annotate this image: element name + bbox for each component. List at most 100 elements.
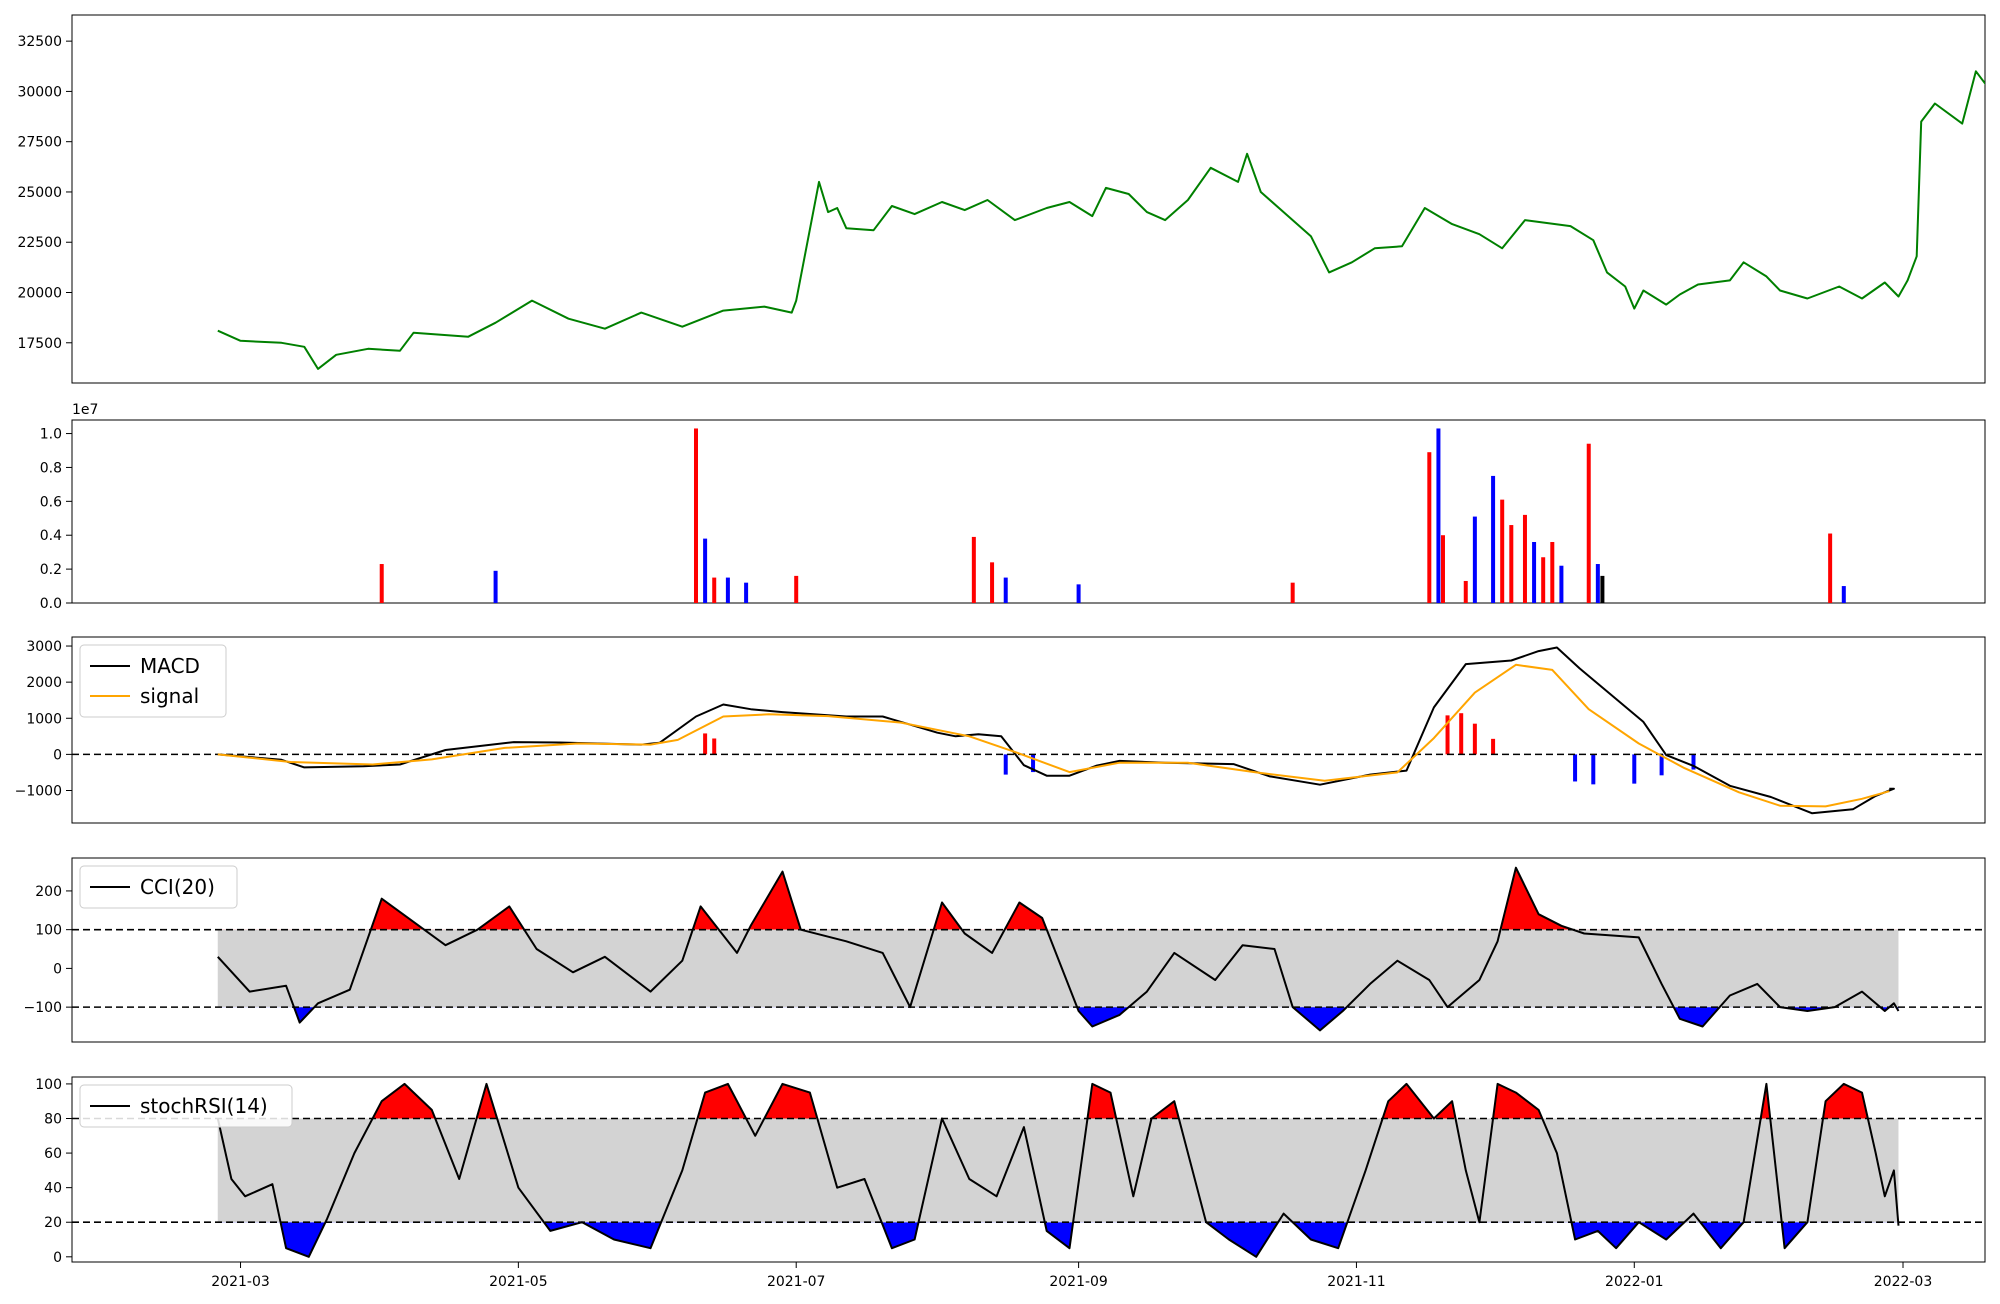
macd-y-tick-label: 3000 bbox=[26, 639, 62, 655]
stochrsi-panel-frame bbox=[71, 1076, 1986, 1263]
stochrsi-y-tick-label: 40 bbox=[44, 1181, 62, 1197]
x-tick-label: 2022-01 bbox=[1605, 1274, 1664, 1290]
volume-panel-frame bbox=[71, 419, 1986, 604]
volume-y-tick-label: 0.4 bbox=[40, 528, 62, 544]
macd-y-tick-label: 1000 bbox=[26, 711, 62, 727]
volume-bar bbox=[1427, 452, 1432, 603]
x-tick-label: 2021-05 bbox=[489, 1274, 548, 1290]
price-y-tick-label: 27500 bbox=[17, 135, 62, 151]
stochrsi-series-line bbox=[216, 1082, 1900, 1258]
price-y-tick-label: 30000 bbox=[17, 84, 62, 100]
volume-bar bbox=[1003, 577, 1008, 603]
volume-bar bbox=[703, 538, 708, 603]
x-tick-label: 2021-11 bbox=[1327, 1274, 1386, 1290]
cci-band-fill bbox=[217, 929, 1899, 1008]
volume-bar bbox=[1550, 542, 1555, 603]
volume-bar bbox=[1600, 575, 1605, 603]
macd-histogram-bar bbox=[1632, 754, 1637, 784]
stochrsi-y-tick-label: 60 bbox=[44, 1146, 62, 1162]
cci-y-tick-label: 0 bbox=[53, 961, 62, 977]
macd-panel-frame bbox=[71, 636, 1986, 824]
macd-legend-label: signal bbox=[140, 684, 199, 708]
macd-histogram-bar bbox=[1491, 738, 1496, 755]
volume-bar bbox=[1076, 584, 1081, 603]
macd-histogram-bar bbox=[703, 733, 708, 755]
volume-bar bbox=[1595, 564, 1600, 603]
volume-y-tick-label: 0.0 bbox=[40, 596, 62, 612]
macd-y-tick-label: −1000 bbox=[15, 783, 62, 799]
volume-bar bbox=[1436, 428, 1441, 603]
stochrsi-y-tick-label: 0 bbox=[53, 1250, 62, 1266]
macd-histogram-bar bbox=[1472, 723, 1477, 755]
macd-legend bbox=[79, 644, 227, 718]
volume-bar bbox=[493, 570, 498, 603]
macd-histogram-bar bbox=[712, 738, 717, 755]
price-series-line bbox=[217, 70, 1985, 370]
volume-bar bbox=[971, 536, 976, 603]
macd-histogram-bar bbox=[1003, 754, 1008, 775]
volume-bar bbox=[1841, 586, 1846, 603]
price-y-tick-label: 17500 bbox=[17, 336, 62, 352]
cci-y-tick-label: −100 bbox=[24, 1000, 62, 1016]
volume-bar bbox=[1828, 533, 1833, 603]
macd-histogram-bar bbox=[1459, 713, 1464, 755]
cci-legend bbox=[79, 865, 238, 909]
price-y-tick-label: 20000 bbox=[17, 286, 62, 302]
cci-legend-label: CCI(20) bbox=[140, 875, 215, 899]
volume-bar bbox=[1500, 499, 1505, 603]
volume-bar bbox=[794, 575, 799, 603]
macd-histogram-bar bbox=[1691, 754, 1696, 770]
volume-bar bbox=[725, 577, 730, 603]
price-y-tick-label: 22500 bbox=[17, 235, 62, 251]
stochrsi-y-tick-label: 80 bbox=[44, 1111, 62, 1127]
cci-panel-frame bbox=[71, 857, 1986, 1043]
volume-bar bbox=[744, 582, 749, 603]
volume-bar bbox=[990, 562, 995, 603]
volume-y-tick-label: 1.0 bbox=[40, 427, 62, 443]
volume-bar bbox=[1559, 565, 1564, 603]
x-tick-label: 2021-09 bbox=[1049, 1274, 1108, 1290]
macd-y-tick-label: 0 bbox=[53, 747, 62, 763]
price-panel-frame bbox=[71, 14, 1986, 384]
volume-bar bbox=[694, 428, 699, 603]
macd-histogram-bar bbox=[1445, 715, 1450, 755]
volume-bar bbox=[1472, 516, 1477, 603]
cci-overbought-fill bbox=[217, 867, 1899, 930]
macd-legend-label: MACD bbox=[140, 654, 200, 678]
stochrsi-y-tick-label: 100 bbox=[35, 1077, 62, 1093]
macd-y-tick-label: 2000 bbox=[26, 675, 62, 691]
volume-y-tick-label: 0.8 bbox=[40, 460, 62, 476]
volume-bar bbox=[1586, 443, 1591, 603]
volume-bar bbox=[1541, 557, 1546, 603]
volume-bar bbox=[1491, 475, 1496, 603]
volume-bar bbox=[712, 577, 717, 603]
volume-bar bbox=[1532, 542, 1537, 603]
volume-y-tick-label: 0.6 bbox=[40, 494, 62, 510]
price-y-tick-label: 25000 bbox=[17, 185, 62, 201]
cci-y-tick-label: 200 bbox=[35, 884, 62, 900]
macd-series-signal bbox=[217, 663, 1890, 808]
cci-series-line bbox=[217, 866, 1900, 1032]
x-tick-label: 2022-03 bbox=[1874, 1274, 1933, 1290]
volume-bar bbox=[1522, 514, 1527, 603]
stochrsi-legend bbox=[79, 1084, 293, 1128]
x-tick-label: 2021-07 bbox=[767, 1274, 826, 1290]
x-tick-label: 2021-03 bbox=[211, 1274, 270, 1290]
volume-bar bbox=[1463, 580, 1468, 603]
stochrsi-y-tick-label: 20 bbox=[44, 1215, 62, 1231]
cci-y-tick-label: 100 bbox=[35, 923, 62, 939]
volume-bar bbox=[1509, 525, 1514, 603]
macd-histogram-bar bbox=[1591, 754, 1596, 785]
macd-histogram-bar bbox=[1659, 754, 1664, 776]
volume-scale-label: 1e7 bbox=[72, 402, 98, 418]
volume-bar bbox=[1290, 582, 1295, 603]
macd-histogram-bar bbox=[1031, 754, 1036, 773]
stochrsi-band-fill bbox=[217, 1118, 1899, 1223]
macd-histogram-bar bbox=[1573, 754, 1578, 782]
stochrsi-legend-label: stochRSI(14) bbox=[140, 1094, 268, 1118]
volume-bar bbox=[379, 564, 384, 603]
volume-y-tick-label: 0.2 bbox=[40, 562, 62, 578]
price-y-tick-label: 32500 bbox=[17, 34, 62, 50]
